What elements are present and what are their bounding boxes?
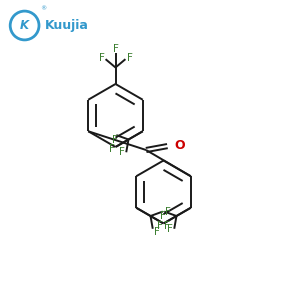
Text: F: F	[109, 144, 115, 154]
Text: F: F	[112, 44, 118, 54]
Text: F: F	[157, 220, 163, 231]
Text: F: F	[167, 224, 172, 234]
Text: F: F	[160, 211, 166, 221]
Text: O: O	[174, 139, 184, 152]
Text: Kuujia: Kuujia	[44, 19, 88, 32]
Text: F: F	[112, 135, 118, 145]
Text: F: F	[99, 53, 104, 63]
Text: F: F	[164, 220, 170, 231]
Text: ®: ®	[40, 6, 47, 11]
Text: K: K	[20, 19, 29, 32]
Text: F: F	[165, 207, 170, 217]
Text: F: F	[127, 53, 132, 63]
Text: F: F	[154, 226, 160, 237]
Text: F: F	[118, 147, 124, 157]
